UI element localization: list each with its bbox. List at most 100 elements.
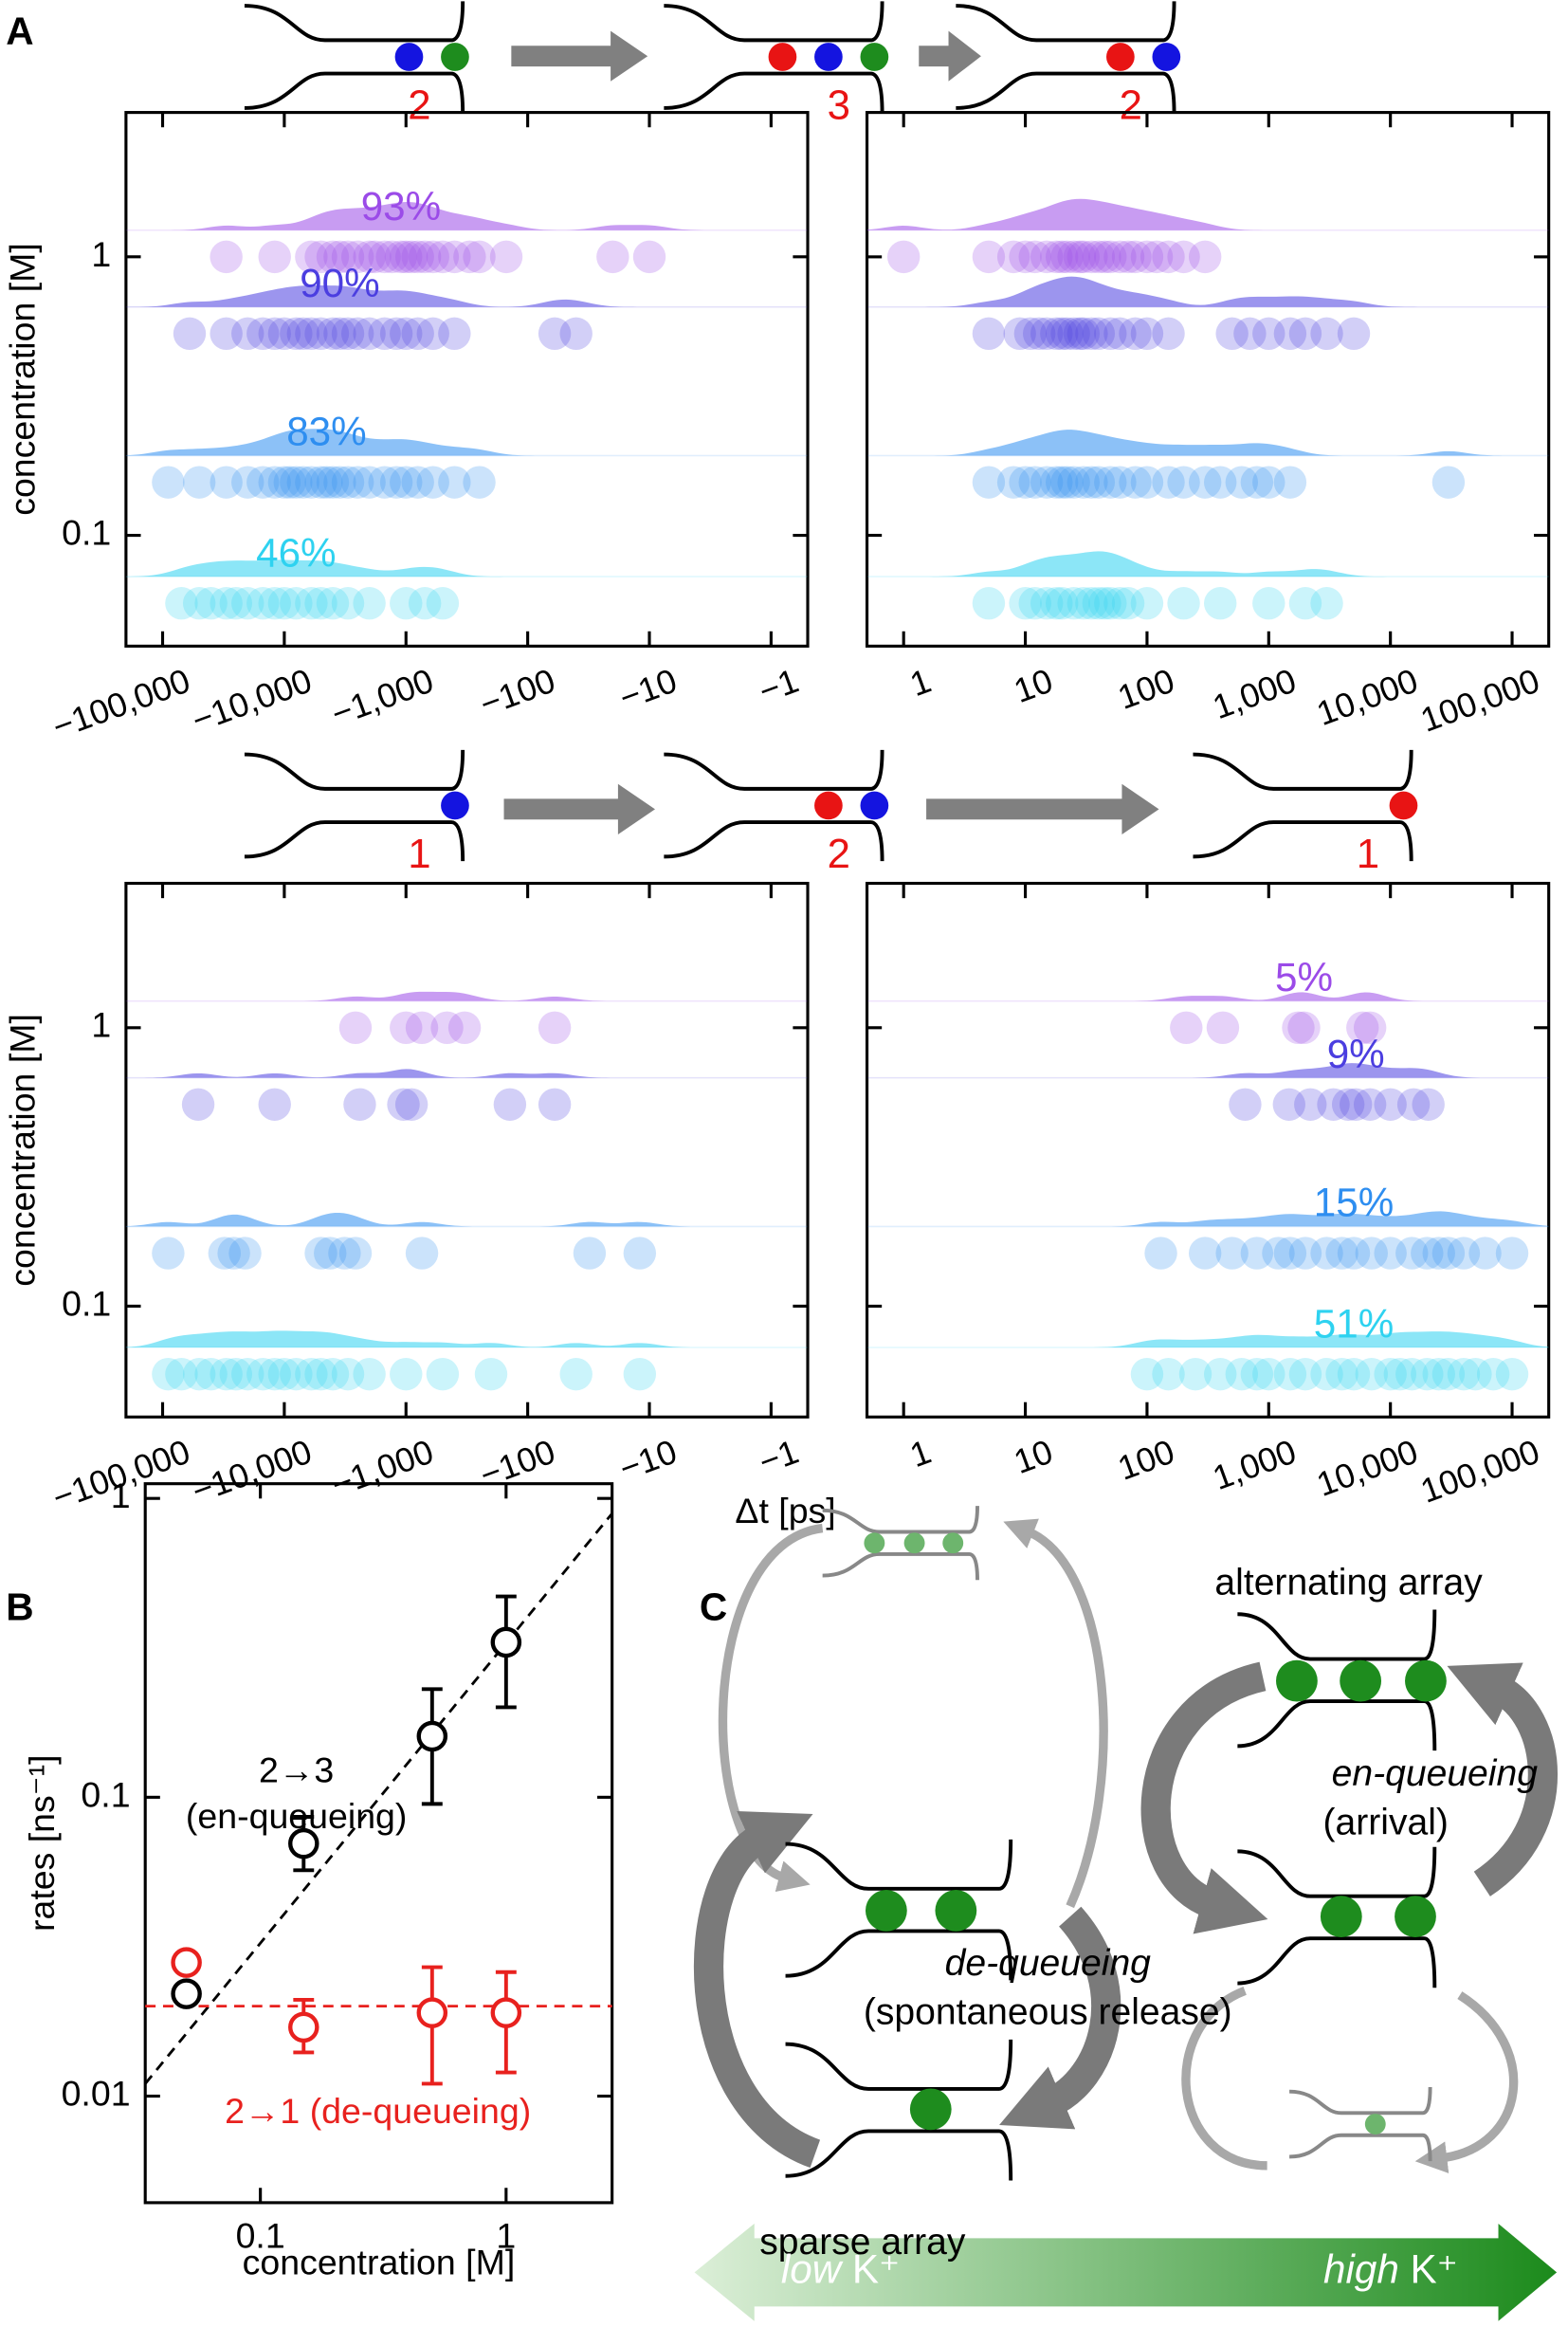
event-dot <box>1119 317 1152 351</box>
event-dot <box>286 317 319 351</box>
event-dot <box>246 466 280 499</box>
event-dot <box>304 317 337 351</box>
ion <box>860 791 889 820</box>
ion-count: 2 <box>1120 82 1142 128</box>
event-dot <box>401 317 434 351</box>
event-dot <box>1152 240 1185 274</box>
density <box>866 992 1549 1001</box>
event-dot <box>1355 1237 1388 1270</box>
rate-point <box>171 1947 202 1978</box>
event-dot <box>331 240 365 274</box>
event-dot <box>1075 317 1108 351</box>
ion <box>1152 43 1181 71</box>
event-dot <box>1094 466 1127 499</box>
event-dot <box>1188 1237 1222 1270</box>
flow-arrow <box>503 783 655 834</box>
event-dot <box>210 466 243 499</box>
event-dot <box>1282 1011 1315 1044</box>
event-dot <box>1030 587 1064 620</box>
event-dot <box>258 240 291 274</box>
ion <box>860 43 889 71</box>
ion <box>1276 1659 1318 1702</box>
event-dot <box>1395 1237 1429 1270</box>
event-dot <box>972 587 1006 620</box>
event-dot <box>1294 1088 1327 1121</box>
event-dot <box>1009 240 1042 274</box>
event-dot <box>538 1011 572 1044</box>
event-dot <box>1046 587 1079 620</box>
density <box>125 429 809 456</box>
ion <box>909 2088 952 2131</box>
annotation: (spontaneous release) <box>864 1992 1232 2033</box>
event-dot <box>152 466 185 499</box>
event-dot <box>1346 1011 1379 1044</box>
event-dot <box>258 587 291 620</box>
event-dot <box>426 1357 460 1391</box>
ion <box>1340 1659 1382 1702</box>
channel-wall <box>1289 2133 1432 2162</box>
event-dot <box>1431 466 1466 499</box>
x-tick-label: −1,000 <box>326 661 438 733</box>
event-dot <box>1188 466 1222 499</box>
event-dot <box>1204 1357 1237 1391</box>
event-dot <box>152 1357 185 1391</box>
event-dot <box>1152 466 1185 499</box>
event-dot <box>1103 587 1137 620</box>
event-dot <box>316 1357 350 1391</box>
event-dot <box>1018 466 1051 499</box>
event-dot <box>181 1088 215 1121</box>
event-dot <box>194 587 228 620</box>
x-tick-label: 10,000 <box>1311 1432 1422 1504</box>
event-dot <box>1215 317 1249 351</box>
event-dot <box>182 587 216 620</box>
event-dot <box>1476 1357 1510 1391</box>
event-dot <box>258 1088 291 1121</box>
event-dot <box>972 466 1006 499</box>
event-dot <box>1337 317 1371 351</box>
flow-arrow <box>511 30 648 82</box>
event-dot <box>1459 1357 1492 1391</box>
channel-wall <box>956 71 1176 113</box>
share-label: 93% <box>361 184 441 229</box>
event-dot <box>173 317 207 351</box>
event-dot <box>246 587 280 620</box>
plot: −100,000−10,000 −1,000 −100 −10 −1 0.1 1 concen… <box>2 111 810 746</box>
x-tick-label: 10 <box>1009 661 1058 710</box>
event-dot <box>1383 1357 1417 1391</box>
channel-wall <box>244 749 465 791</box>
event-dot <box>390 317 423 351</box>
event-dot <box>1152 1357 1185 1391</box>
event-dot <box>328 1237 361 1270</box>
event-dot <box>231 1357 264 1391</box>
y-tick-label: 1 <box>91 1005 111 1045</box>
annotation: sparse array <box>759 2222 966 2263</box>
event-dot <box>1204 587 1237 620</box>
event-dot <box>1057 317 1090 351</box>
event-dot <box>438 466 471 499</box>
event-dot <box>1022 317 1056 351</box>
event-dot <box>1030 240 1064 274</box>
channel-wall <box>664 1 884 43</box>
event-dot <box>228 1237 262 1270</box>
event-dot <box>316 466 350 499</box>
density <box>125 1069 809 1078</box>
event-dot <box>1353 1011 1387 1044</box>
light-arrow <box>1414 1991 1519 2173</box>
ion-count: 2 <box>828 831 850 877</box>
density <box>125 559 809 577</box>
plot-frame <box>865 881 1551 1419</box>
event-dot <box>273 466 306 499</box>
event-dot <box>1273 466 1307 499</box>
event-dot <box>1411 1237 1444 1270</box>
event-dot <box>1240 466 1274 499</box>
event-dot <box>1009 466 1042 499</box>
event-dot <box>323 466 356 499</box>
event-dot <box>1495 1237 1529 1270</box>
event-dot <box>1040 466 1073 499</box>
event-dot <box>972 240 1006 274</box>
rate-point <box>416 1997 448 2028</box>
event-dot <box>596 240 629 274</box>
event-dot <box>1046 317 1079 351</box>
dark-arrow <box>999 1906 1121 2130</box>
dark-arrow <box>693 1810 821 2169</box>
